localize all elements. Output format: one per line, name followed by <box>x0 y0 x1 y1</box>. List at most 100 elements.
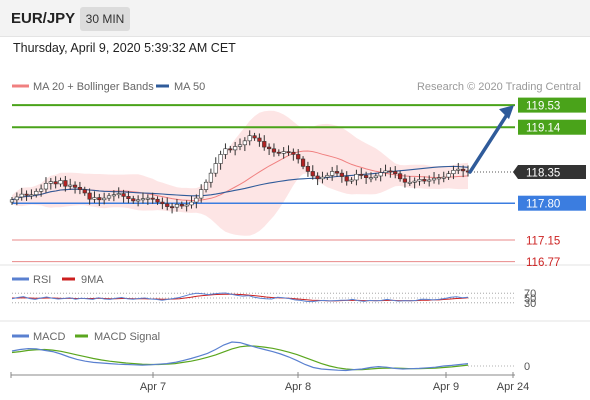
macd-tick-label: 0 <box>524 361 530 373</box>
candle-body <box>330 171 335 176</box>
candle-body <box>461 168 466 172</box>
candle-body <box>189 201 194 206</box>
candle-body <box>29 194 34 197</box>
candle-body <box>228 148 233 151</box>
current-price-box <box>513 165 586 180</box>
candle-body <box>184 204 189 207</box>
candle-body <box>87 192 92 200</box>
candle-body <box>53 181 58 185</box>
candle-body <box>431 177 437 181</box>
candle-body <box>150 197 155 200</box>
candle-body <box>92 197 97 200</box>
candle-body <box>349 179 354 182</box>
resistance-label-box <box>518 119 586 135</box>
candle-body <box>72 184 78 188</box>
candle-body <box>296 154 301 160</box>
candle-body <box>34 190 39 195</box>
candle-body <box>417 179 422 182</box>
ma20-legend-label: MA 20 + Bollinger Bands <box>33 81 154 93</box>
candle-body <box>291 151 296 155</box>
candle-body <box>271 148 277 153</box>
candle-body <box>383 170 388 173</box>
candle-body <box>373 175 378 178</box>
current-price-label: 118.35 <box>526 168 560 180</box>
x-axis-label: Apr 24 <box>497 381 529 393</box>
candle-body <box>276 151 281 154</box>
resistance-label: 119.14 <box>526 123 561 135</box>
rsi-legend-label: RSI <box>33 274 51 286</box>
candle-body <box>14 196 19 201</box>
rsi-9ma-legend-swatch <box>62 277 75 281</box>
candle-body <box>427 179 432 182</box>
candle-body <box>121 193 126 197</box>
candle-body <box>58 180 63 185</box>
candle-body <box>310 171 315 177</box>
candle-body <box>199 189 204 199</box>
rsi-tick-label: 30 <box>524 298 536 310</box>
rsi-tick-label: 50 <box>524 293 536 305</box>
candle-body <box>305 166 311 172</box>
candle-body <box>446 173 451 178</box>
candle-body <box>407 181 412 184</box>
pivot-label: 117.80 <box>526 199 560 211</box>
candle-body <box>359 173 364 176</box>
candle-body <box>97 197 102 201</box>
candle-body <box>116 193 121 196</box>
support-label: 116.77 <box>526 257 560 269</box>
candle-body <box>126 196 131 199</box>
candle-body <box>315 175 320 180</box>
timestamp: Thursday, April 9, 2020 5:39:32 AM CET <box>13 41 236 55</box>
candle-body <box>63 180 68 187</box>
candle-body <box>102 197 107 201</box>
chart-header: EUR/JPY 30 MIN <box>0 0 590 37</box>
forecast-arrow-head <box>499 105 514 120</box>
candle-body <box>451 170 456 175</box>
macd-signal-legend-swatch <box>75 334 88 338</box>
candle-body <box>140 198 146 201</box>
candle-body <box>334 171 340 174</box>
candle-body <box>456 168 461 171</box>
macd-signal-legend-label: MACD Signal <box>94 331 160 343</box>
candle-body <box>281 151 286 154</box>
candle-body <box>160 201 165 205</box>
support-label: 117.15 <box>526 236 560 248</box>
candle-body <box>136 199 141 202</box>
candle-body <box>320 176 325 180</box>
candle-body <box>223 148 228 155</box>
rsi-tick-label: 70 <box>524 288 536 300</box>
candle-body <box>378 172 383 177</box>
forecast-arrow-shaft <box>468 111 510 174</box>
candle-body <box>179 204 184 207</box>
candle-body <box>397 173 403 180</box>
candle-body <box>169 206 175 209</box>
candle-body <box>213 163 218 174</box>
candle-body <box>393 171 398 175</box>
resistance-label-box <box>518 97 586 113</box>
rsi-9ma-legend-label: 9MA <box>81 274 104 286</box>
candle-body <box>24 193 29 196</box>
candle-body <box>145 197 150 200</box>
candle-body <box>354 173 359 181</box>
candle-body <box>242 140 247 146</box>
candle-body <box>247 135 252 142</box>
bollinger-band <box>12 110 468 236</box>
candle-body <box>68 184 73 187</box>
rsi-9ma-line <box>12 293 469 302</box>
candle-body <box>39 188 44 192</box>
candle-body <box>203 181 209 190</box>
ma50-legend-label: MA 50 <box>174 81 205 93</box>
x-axis-label: Apr 9 <box>433 381 459 393</box>
candle-body <box>131 198 136 202</box>
rsi-legend-swatch <box>12 277 29 281</box>
candle-body <box>77 187 83 190</box>
candle-body <box>286 151 291 154</box>
candle-body <box>9 199 15 203</box>
candle-body <box>111 194 116 197</box>
rsi-line <box>11 292 469 303</box>
candle-body <box>218 154 223 164</box>
timeframe-button[interactable]: 30 MIN <box>80 7 130 31</box>
x-axis-label: Apr 8 <box>285 381 311 393</box>
candle-body <box>208 172 213 183</box>
candle-body <box>339 172 344 177</box>
candle-body <box>344 176 349 182</box>
